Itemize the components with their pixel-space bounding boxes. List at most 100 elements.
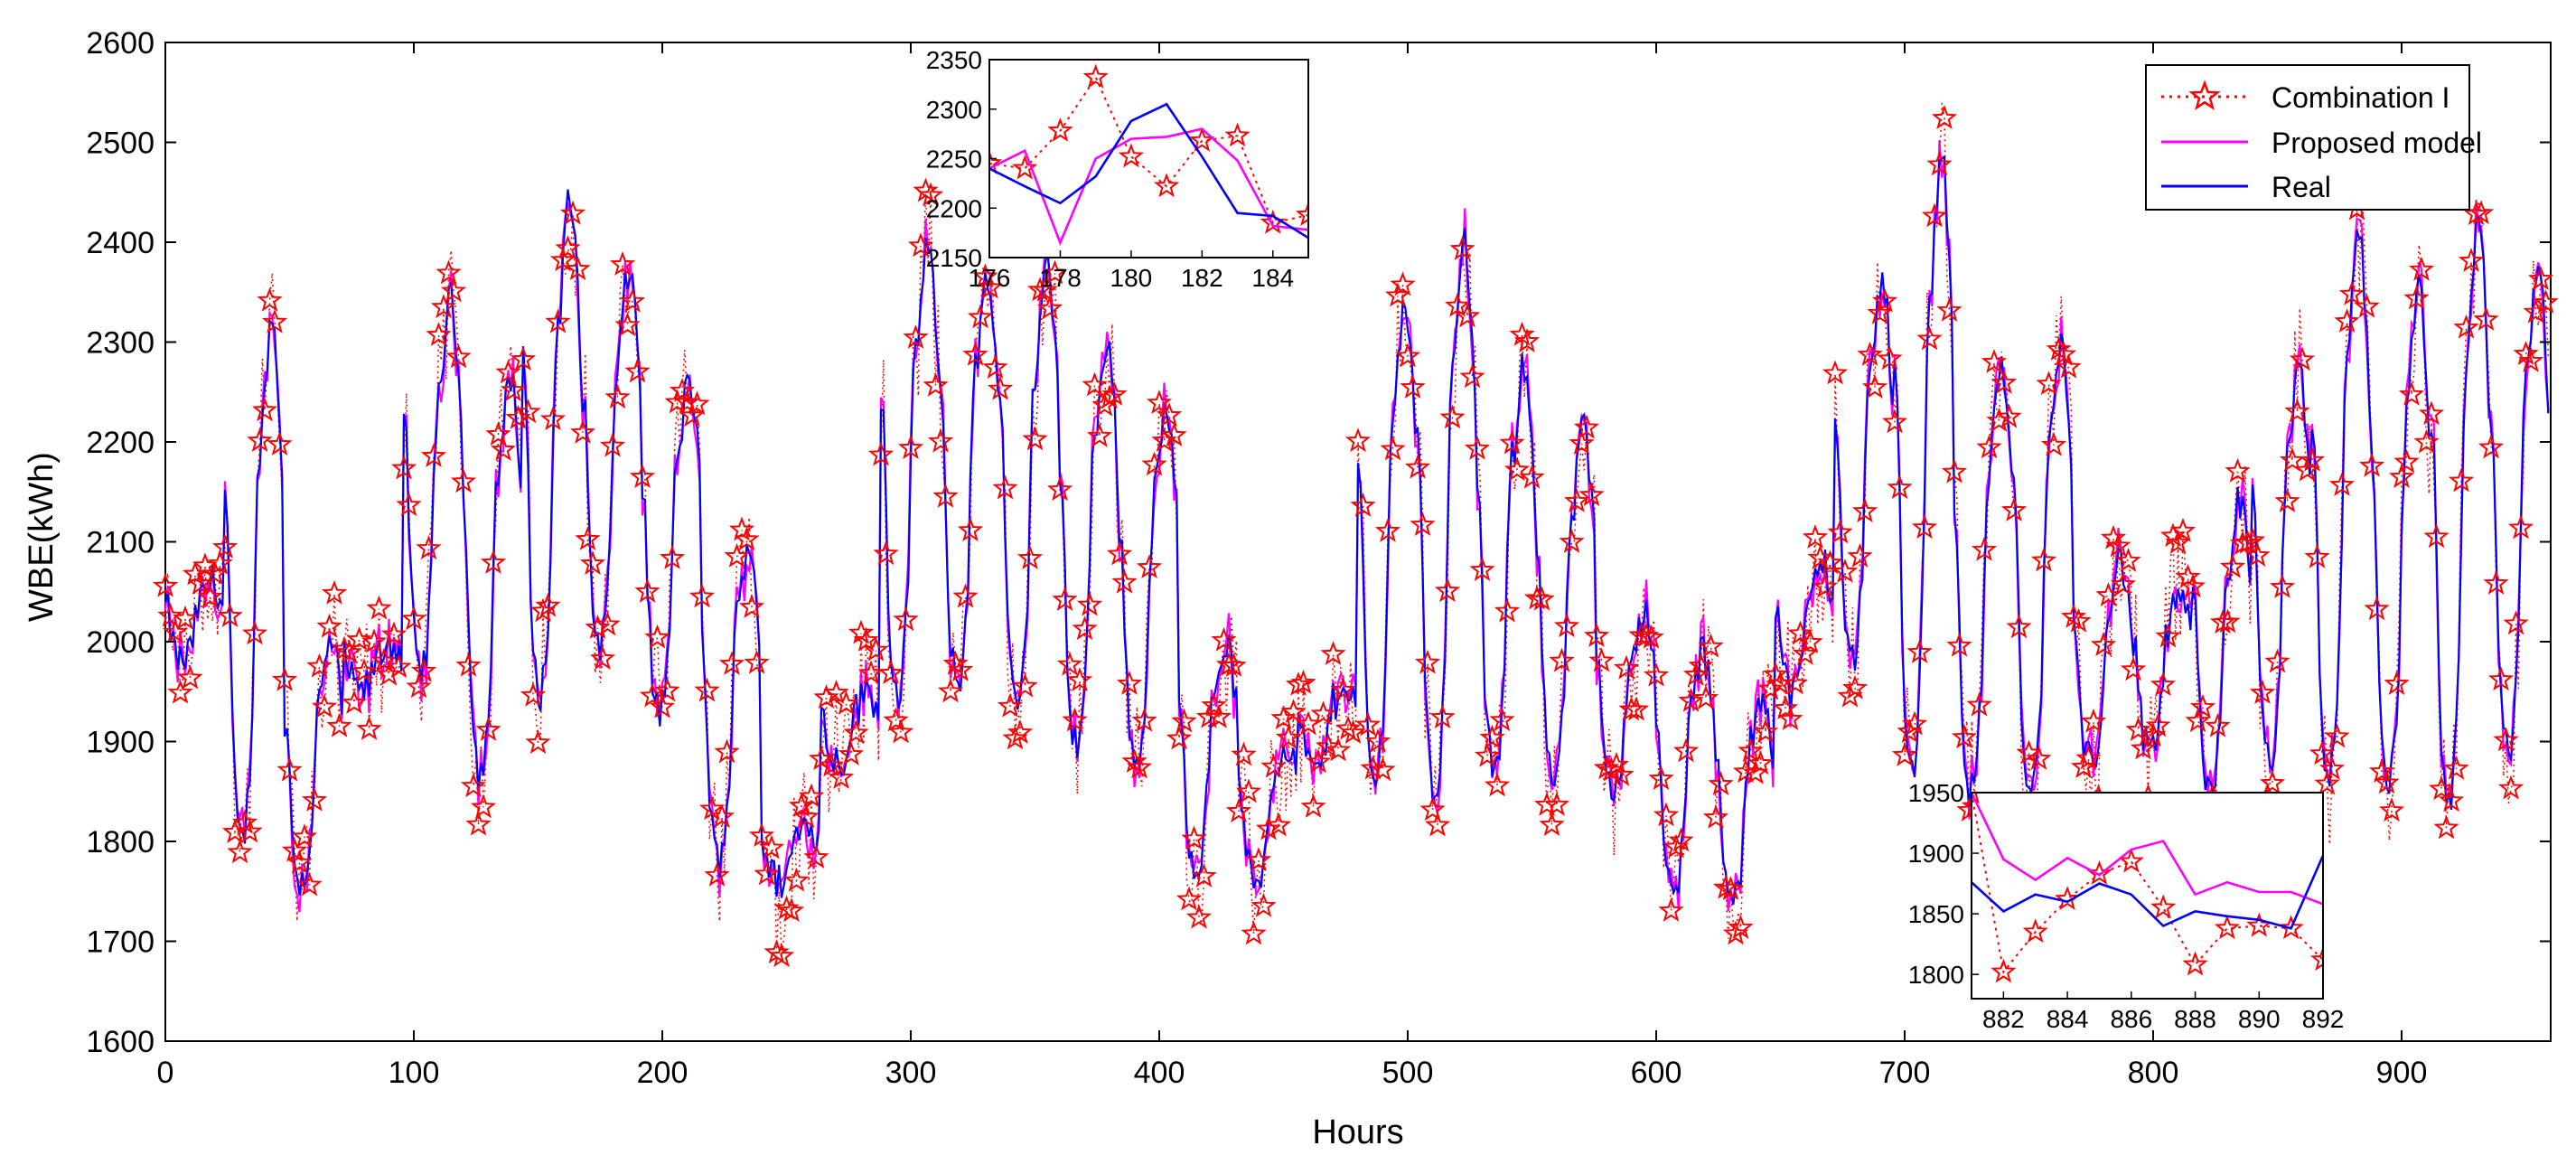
y-tick-label: 1900 (86, 726, 155, 760)
combination-star-marker (833, 690, 859, 716)
combination-star-marker (207, 549, 233, 575)
combination-star-marker (2334, 308, 2360, 333)
combination-star-marker (2046, 336, 2072, 361)
combination-star-marker (2423, 523, 2450, 549)
combination-star-marker (390, 455, 417, 480)
combination-star-marker (1166, 725, 1193, 750)
combination-star-marker (1722, 920, 1749, 945)
combination-star-marker (1529, 586, 1555, 611)
inset-top-background (989, 60, 1308, 258)
combination-star-marker (2145, 712, 2171, 737)
inset-line-real (1972, 855, 2323, 930)
combination-star-marker (2368, 758, 2395, 783)
combination-star-marker (754, 860, 780, 886)
combination-star-marker (629, 464, 656, 489)
main-plot: 1600170018001900200021002200230024002500… (23, 26, 2559, 1151)
combination-star-marker (1598, 756, 1625, 782)
combination-star-marker (267, 431, 293, 456)
combination-star-marker (1861, 374, 1888, 399)
combination-star-marker (1464, 435, 1491, 460)
combination-star-marker (152, 572, 179, 597)
combination-star-marker (2314, 770, 2340, 795)
combination-star-marker (1076, 591, 1103, 616)
combination-star-marker (167, 679, 193, 704)
combination-star-marker (2056, 353, 2082, 379)
combination-star-marker (1444, 292, 1471, 317)
combination-star-marker (992, 474, 1018, 500)
combination-star-marker (1424, 812, 1451, 837)
inset-y-tick-label: 1900 (1908, 840, 1964, 868)
combination-star-marker (370, 647, 398, 672)
combination-star-marker (237, 818, 263, 843)
combination-star-marker (1325, 737, 1352, 762)
x-tick-label: 100 (389, 1056, 440, 1090)
combination-star-marker (1827, 519, 1853, 544)
combination-star-marker (639, 682, 666, 708)
combination-star-marker (2125, 717, 2151, 741)
combination-star-marker (1255, 815, 1282, 841)
y-tick-label: 2100 (86, 526, 155, 560)
combination-star-marker (1066, 667, 1093, 692)
combination-star-marker (1251, 892, 1277, 917)
combination-star-marker (1176, 886, 1203, 911)
combination-star-marker (455, 652, 482, 677)
combination-star-marker (1663, 833, 1690, 859)
combination-star-marker (2040, 431, 2067, 456)
combination-star-marker (1513, 328, 1541, 353)
combination-star-marker (1643, 662, 1670, 687)
combination-star-marker (1499, 429, 1525, 455)
combination-star-marker (624, 358, 651, 383)
combination-star-marker (2274, 488, 2300, 513)
inset-bottom-background (1972, 793, 2323, 999)
inset-star-marker (989, 150, 1003, 175)
combination-star-marker (1136, 554, 1163, 578)
combination-star-marker (604, 384, 631, 409)
combination-star-marker (1718, 876, 1744, 900)
combination-star-marker (803, 844, 829, 869)
combination-star-marker (1225, 798, 1252, 823)
combination-star-marker (211, 533, 239, 559)
x-tick-label: 900 (2376, 1056, 2428, 1090)
combination-star-marker (1320, 641, 1346, 666)
combination-star-marker (1702, 804, 1729, 829)
y-tick-label: 2300 (86, 326, 155, 361)
combination-star-marker (927, 427, 954, 453)
combination-star-marker (708, 803, 735, 829)
inset-line-proposed-model (1972, 793, 2323, 906)
legend-label-proposed: Proposed model (2272, 127, 2482, 159)
combination-star-marker (420, 443, 447, 467)
combination-star-marker (2269, 573, 2296, 598)
combination-star-marker (1608, 761, 1635, 786)
combination-star-marker (694, 677, 720, 702)
combination-star-marker (1847, 543, 1873, 568)
combination-star-marker (555, 235, 581, 260)
combination-star-marker (585, 615, 611, 639)
combination-star-marker (1926, 151, 1953, 176)
combination-star-marker (2408, 256, 2435, 281)
combination-star-marker (2493, 727, 2519, 752)
combination-star-marker (197, 583, 223, 608)
combination-star-marker (2070, 754, 2097, 778)
combination-star-marker (1016, 545, 1044, 570)
combination-star-marker (430, 294, 457, 319)
inset-star-marker (1224, 122, 1251, 147)
combination-star-marker (2393, 448, 2420, 474)
combination-star-marker (649, 693, 676, 718)
combination-star-marker (2249, 680, 2276, 704)
combination-star-marker (1390, 271, 1416, 296)
combination-star-marker (1046, 476, 1073, 502)
combination-star-marker (2378, 797, 2405, 822)
inset-star-marker (2278, 915, 2304, 940)
combination-star-marker (2169, 517, 2197, 542)
combination-star-marker (465, 811, 492, 836)
combination-star-marker (1946, 632, 1972, 657)
combination-star-marker (1161, 422, 1187, 446)
combination-star-marker (1573, 414, 1600, 439)
combination-star-marker (2239, 527, 2266, 552)
combination-star-marker (2517, 348, 2544, 372)
combination-star-marker (589, 645, 616, 670)
combination-star-marker (1996, 403, 2022, 428)
combination-star-marker (1439, 404, 1466, 429)
combination-star-marker (2264, 648, 2290, 673)
